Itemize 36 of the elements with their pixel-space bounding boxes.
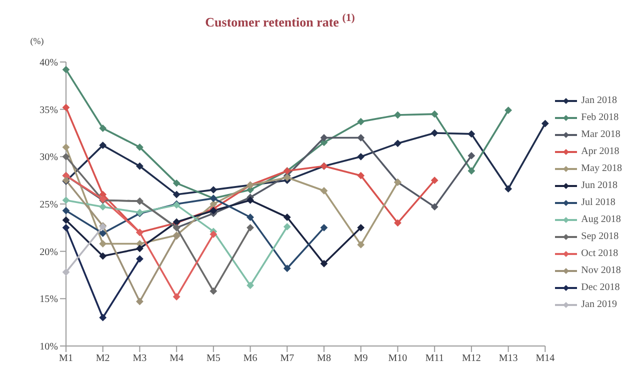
legend-label: Feb 2018 [581,111,619,124]
legend-label: Sep 2018 [581,230,619,243]
x-tick-label: M5 [206,353,220,364]
legend-label: Dec 2018 [581,281,620,294]
legend-label: May 2018 [581,162,622,175]
x-tick-label: M11 [425,353,444,364]
y-tick-label: 15% [40,294,58,306]
legend-label: Jun 2018 [581,179,618,192]
y-tick-label: 10% [40,342,58,353]
x-tick-label: M8 [317,353,331,364]
y-tick-label: 40% [40,58,58,69]
y-tick-label: 20% [40,246,58,258]
legend-label: Jul 2018 [581,196,616,209]
y-tick-label: 35% [40,104,58,116]
x-tick-label: M12 [462,353,481,364]
x-tick-label: M7 [280,353,294,364]
legend-label: Apr 2018 [581,145,620,158]
x-tick-label: M3 [132,353,147,364]
y-tick-label: 25% [40,200,58,211]
x-tick-label: M6 [243,353,258,364]
chart-title: Customer retention rate $^{(1)}$ [204,11,356,32]
x-tick-label: M4 [170,353,184,364]
legend-label: Mar 2018 [581,128,620,141]
legend-label: Nov 2018 [581,264,621,277]
legend-label: Aug 2018 [581,213,621,226]
x-tick-label: M10 [388,353,408,364]
legend-label: Jan 2018 [581,94,617,107]
x-tick-label: M9 [354,353,368,364]
y-axis-title: (%) [30,36,44,46]
legend-label: Jan 2019 [581,298,617,311]
x-tick-label: M1 [59,353,73,364]
legend-label: Oct 2018 [581,247,618,260]
x-tick-label: M2 [96,353,110,364]
y-tick-label: 30% [40,152,58,164]
x-tick-label: M14 [536,353,555,364]
x-tick-label: M13 [498,353,518,364]
